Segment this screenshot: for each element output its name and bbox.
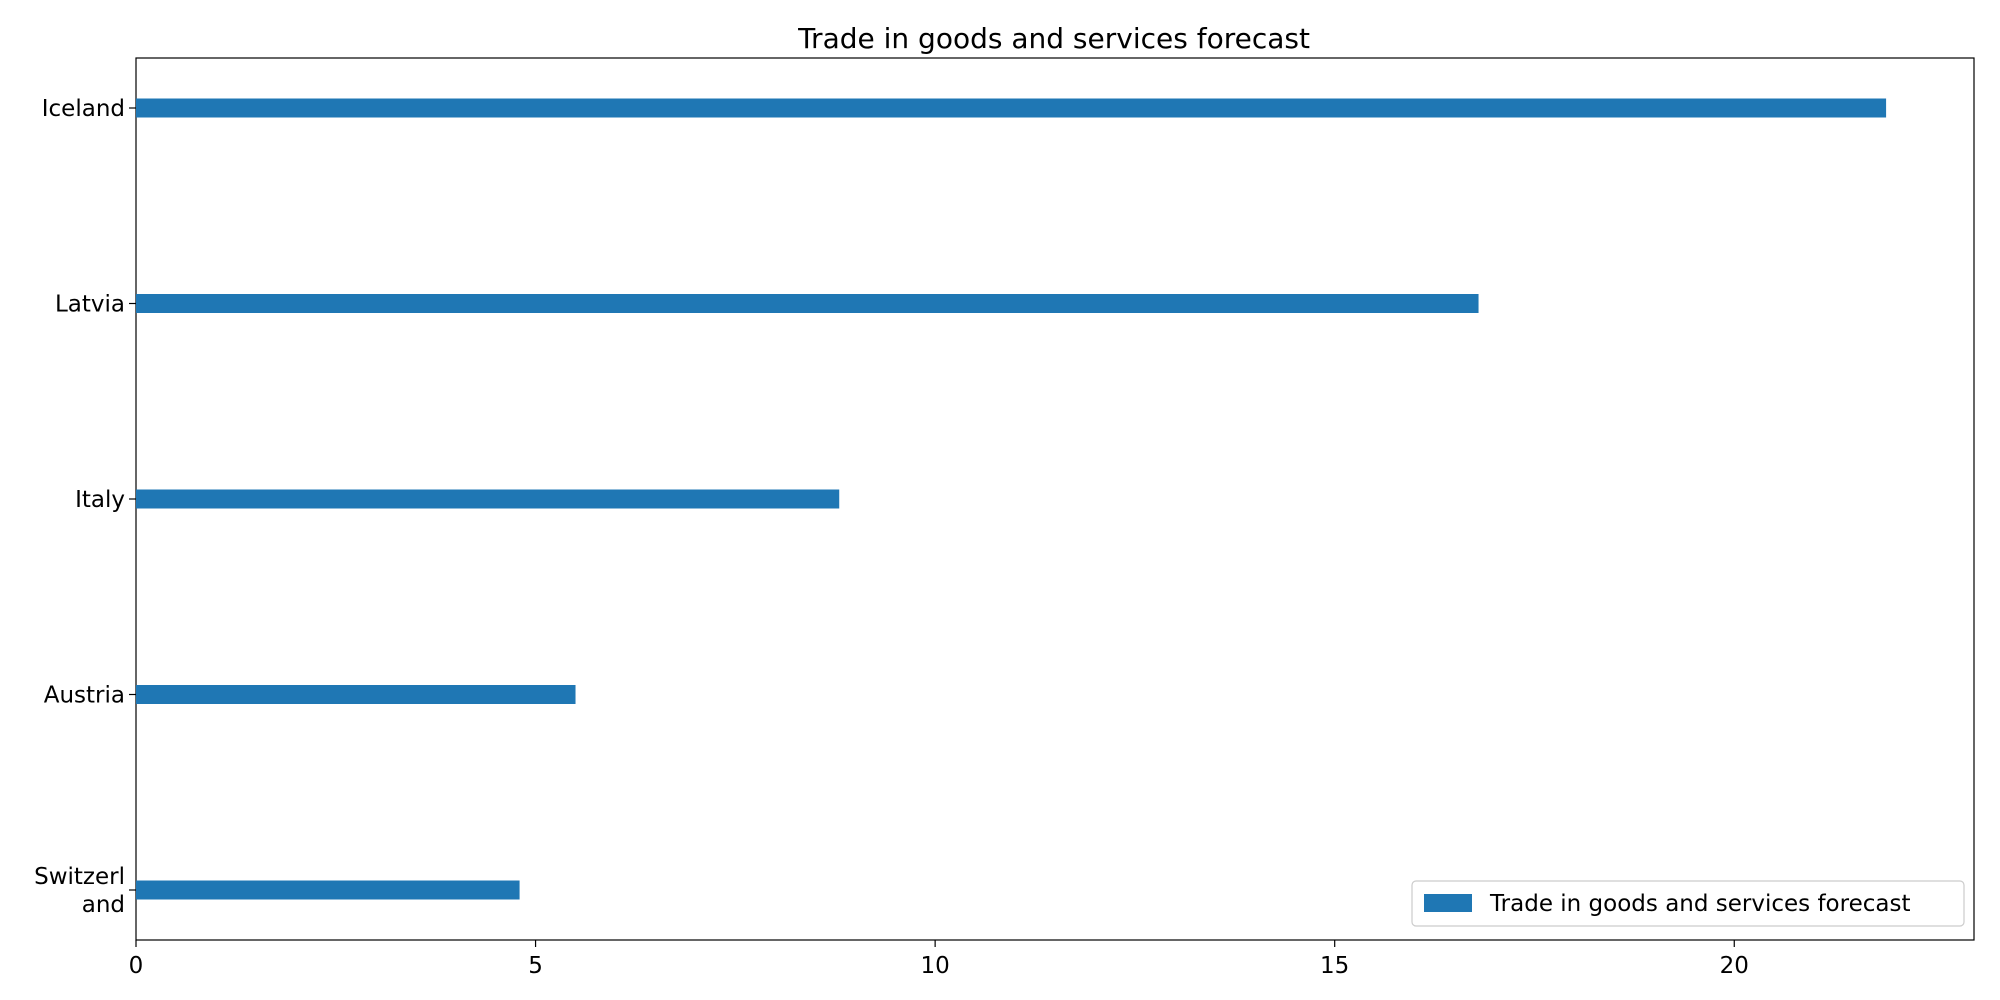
y-tick-label: Austria xyxy=(44,683,125,709)
legend: Trade in goods and services forecast xyxy=(1411,880,1965,927)
y-axis: Iceland Latvia Italy Austria Switzerl and xyxy=(34,96,136,918)
bars-layer xyxy=(136,98,1887,900)
y-tick-label: Switzerl and xyxy=(34,864,125,918)
x-tick-label: 0 xyxy=(129,953,144,979)
y-tick-label: Iceland xyxy=(42,96,125,122)
x-tick-label: 5 xyxy=(528,953,543,979)
bar-switzerland xyxy=(136,880,520,900)
legend-swatch xyxy=(1424,894,1472,912)
bar-iceland xyxy=(136,98,1887,118)
bar-italy xyxy=(136,489,840,509)
x-tick-label: 20 xyxy=(1720,953,1749,979)
x-tick-label: 15 xyxy=(1320,953,1349,979)
x-axis: 0 5 10 15 20 xyxy=(129,940,1749,979)
bar-austria xyxy=(136,685,576,704)
legend-label: Trade in goods and services forecast xyxy=(1489,891,1910,917)
legend-frame xyxy=(1411,880,1965,927)
chart-title: Trade in goods and services forecast xyxy=(797,22,1310,55)
x-tick-label: 10 xyxy=(920,953,949,979)
y-tick-label: Latvia xyxy=(55,292,125,318)
bar-latvia xyxy=(136,294,1479,313)
y-tick-label: Italy xyxy=(75,487,125,513)
